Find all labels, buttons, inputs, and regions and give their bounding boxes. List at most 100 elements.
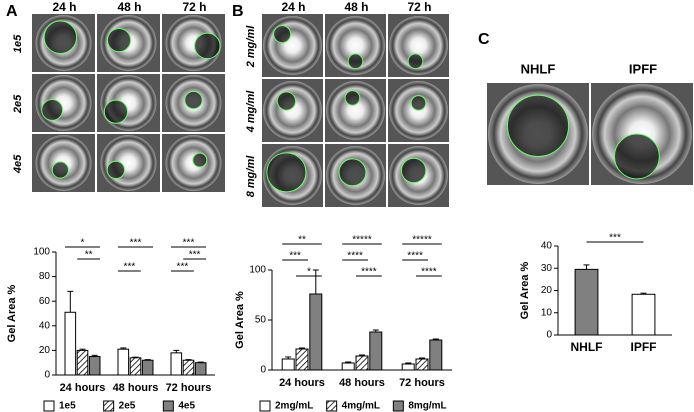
bar (415, 358, 429, 371)
significance-label: *** (289, 251, 301, 262)
significance-label: *** (124, 262, 136, 273)
x-tick-label: 24 hours (60, 382, 106, 394)
row-label: 4 mg/ml (245, 90, 257, 134)
x-tick-label: 48 hours (113, 382, 159, 394)
x-tick-label: 24 hours (279, 377, 325, 389)
gel-outline (106, 27, 132, 53)
row-label: 1e5 (12, 34, 24, 53)
y-tick-label: 0 (546, 330, 552, 341)
bar (355, 355, 369, 371)
gel-outline (347, 53, 364, 70)
well (326, 16, 385, 75)
bar (281, 358, 295, 371)
column-label: NHLF (521, 61, 556, 76)
column-label: 72 h (407, 0, 431, 14)
x-tick-label: 72 hours (166, 382, 212, 394)
y-tick-label: 80 (39, 271, 51, 282)
y-tick-label: 60 (39, 296, 51, 307)
row-label: 2e5 (12, 94, 24, 114)
legend-swatch (259, 400, 271, 412)
significance-label: * (81, 238, 85, 249)
significance-label: ***** (352, 235, 372, 246)
bar (401, 363, 415, 371)
bar (88, 356, 101, 376)
bar (64, 311, 77, 376)
legend-swatch (103, 400, 115, 412)
bar (170, 352, 183, 376)
bar (631, 293, 656, 336)
y-tick-label: 20 (39, 345, 51, 356)
well (263, 81, 322, 140)
bar (129, 357, 142, 376)
gel-outline (51, 161, 69, 179)
significance-label: **** (407, 251, 423, 262)
well (326, 81, 385, 140)
significance-label: **** (347, 251, 363, 262)
gel-outline (103, 99, 129, 124)
significance-label: *** (183, 238, 195, 249)
legend-label: 2e5 (119, 401, 136, 412)
panel-label: A (6, 3, 18, 20)
bar (295, 348, 309, 371)
gel-outline (41, 99, 64, 121)
significance-label: ** (298, 235, 306, 246)
y-tick-label: 40 (39, 320, 51, 331)
bar (141, 359, 154, 376)
significance-label: *** (609, 233, 621, 244)
gel-outline (344, 90, 361, 106)
gel-outline (613, 133, 660, 180)
significance-label: ***** (412, 235, 432, 246)
gel-outline (266, 152, 307, 193)
bar (182, 359, 195, 376)
gel-outline (43, 20, 78, 54)
y-tick-label: 40 (541, 241, 553, 252)
y-tick-label: 0 (44, 370, 50, 381)
y-tick-label: 50 (255, 315, 267, 326)
x-tick-label: NHLF (571, 340, 603, 354)
significance-label: *** (130, 238, 142, 249)
column-label: IPFF (629, 61, 657, 76)
legend-swatch (326, 400, 338, 412)
y-tick-label: 0 (260, 365, 266, 376)
legend-swatch (43, 400, 55, 412)
column-label: 48 h (117, 0, 141, 14)
legend-label: 4mg/mL (342, 401, 380, 412)
panel-label: B (232, 3, 244, 20)
bar (194, 362, 207, 376)
gel-outline (194, 32, 221, 60)
x-tick-label: 48 hours (339, 377, 385, 389)
y-axis-label: Gel Area % (519, 261, 531, 319)
significance-label: ** (85, 250, 93, 261)
gel-outline (184, 90, 203, 110)
well (389, 16, 448, 75)
legend-label: 2mg/mL (275, 401, 313, 412)
y-axis-label: Gel Area % (234, 291, 246, 349)
gel-outline (410, 95, 427, 111)
row-label: 2 mg/ml (245, 25, 257, 69)
gel-outline (400, 157, 427, 184)
significance-label: **** (421, 267, 437, 278)
y-axis-label: Gel Area % (6, 284, 18, 342)
bar (369, 331, 383, 371)
bar (429, 339, 443, 371)
gel-outline (338, 158, 367, 187)
gel-outline (273, 25, 292, 44)
legend-label: 8mg/mL (408, 401, 446, 412)
bar (309, 293, 323, 371)
significance-label: *** (177, 262, 189, 273)
gel-outline (192, 152, 208, 168)
bar (117, 348, 130, 376)
legend-label: 4e5 (178, 401, 195, 412)
x-tick-label: IPFF (631, 340, 657, 354)
well (263, 16, 322, 75)
gel-outline (276, 91, 297, 111)
column-label: 72 h (182, 0, 206, 14)
y-tick-label: 20 (541, 285, 553, 296)
legend-label: 1e5 (59, 401, 76, 412)
column-label: 24 h (52, 0, 76, 14)
gel-outline (106, 160, 126, 180)
row-label: 4e5 (12, 154, 24, 174)
bar (574, 268, 599, 336)
row-label: 8 mg/ml (245, 155, 257, 198)
